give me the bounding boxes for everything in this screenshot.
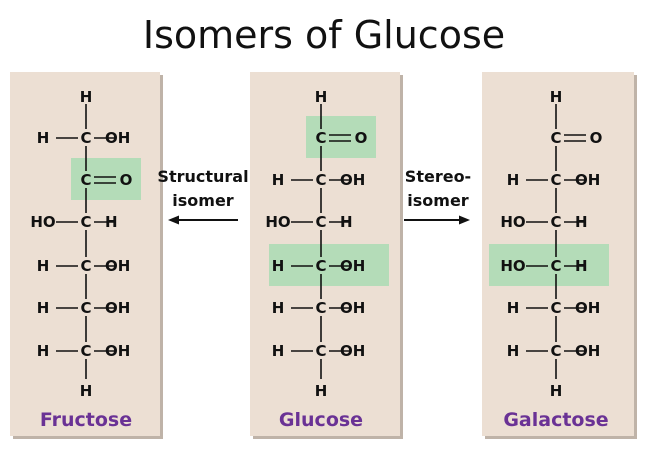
fructose-atom-top-h: H bbox=[80, 88, 93, 106]
galactose-atom-oxygen-0: O bbox=[590, 129, 603, 147]
glucose-carbon-5: C bbox=[315, 342, 326, 360]
glucose-atom-left-3: H bbox=[272, 257, 285, 275]
glucose-carbon-2: C bbox=[315, 213, 326, 231]
glucose-atom-right-1: OH bbox=[340, 171, 365, 189]
structural-arrow-label-1: isomer bbox=[172, 191, 234, 210]
fructose-carbon-3: C bbox=[80, 257, 91, 275]
fructose-atom-right-4: OH bbox=[105, 299, 130, 317]
galactose-atom-right-1: OH bbox=[575, 171, 600, 189]
galactose-carbon-4: C bbox=[550, 299, 561, 317]
fructose-atom-left-2: HO bbox=[30, 213, 55, 231]
fructose-atom-right-5: OH bbox=[105, 342, 130, 360]
page-title: Isomers of Glucose bbox=[143, 13, 505, 57]
fructose-atom-right-2: H bbox=[105, 213, 118, 231]
stereo-arrow-label-0: Stereo- bbox=[405, 167, 471, 186]
glucose-carbon-0: C bbox=[315, 129, 326, 147]
glucose-carbon-3: C bbox=[315, 257, 326, 275]
fructose-atom-bottom-h: H bbox=[80, 382, 93, 400]
stereo-arrow-label-1: isomer bbox=[407, 191, 469, 210]
galactose-atom-right-3: H bbox=[575, 257, 588, 275]
glucose-atom-oxygen-0: O bbox=[355, 129, 368, 147]
galactose-carbon-2: C bbox=[550, 213, 561, 231]
galactose-atom-right-5: OH bbox=[575, 342, 600, 360]
fructose-name: Fructose bbox=[40, 409, 132, 431]
fructose-atom-left-3: H bbox=[37, 257, 50, 275]
glucose-highlight-0 bbox=[306, 116, 376, 158]
fructose-atom-right-3: OH bbox=[105, 257, 130, 275]
structural-arrow-label-0: Structural bbox=[157, 167, 248, 186]
fructose-atom-left-4: H bbox=[37, 299, 50, 317]
glucose-atom-right-5: OH bbox=[340, 342, 365, 360]
stereo-arrow-head bbox=[459, 215, 470, 225]
glucose-atom-right-3: OH bbox=[340, 257, 365, 275]
galactose-atom-left-4: H bbox=[507, 299, 520, 317]
glucose-carbon-4: C bbox=[315, 299, 326, 317]
fructose-atom-right-0: OH bbox=[105, 129, 130, 147]
fructose-highlight-1 bbox=[71, 158, 141, 200]
galactose-carbon-3: C bbox=[550, 257, 561, 275]
galactose-name: Galactose bbox=[503, 409, 608, 431]
galactose-carbon-1: C bbox=[550, 171, 561, 189]
structural-arrow-head bbox=[168, 215, 179, 225]
galactose-atom-top-h: H bbox=[550, 88, 563, 106]
fructose-atom-left-0: H bbox=[37, 129, 50, 147]
glucose-atom-bottom-h: H bbox=[315, 382, 328, 400]
fructose-carbon-2: C bbox=[80, 213, 91, 231]
glucose-atom-top-h: H bbox=[315, 88, 328, 106]
glucose-atom-left-5: H bbox=[272, 342, 285, 360]
glucose-highlight-3 bbox=[269, 244, 389, 286]
galactose-atom-left-3: HO bbox=[500, 257, 525, 275]
glucose-atom-left-4: H bbox=[272, 299, 285, 317]
glucose-name: Glucose bbox=[279, 409, 363, 431]
glucose-atom-left-2: HO bbox=[265, 213, 290, 231]
fructose-carbon-4: C bbox=[80, 299, 91, 317]
glucose-atom-right-2: H bbox=[340, 213, 353, 231]
galactose-atom-left-1: H bbox=[507, 171, 520, 189]
galactose-highlight-3 bbox=[489, 244, 609, 286]
fructose-panel-background bbox=[10, 72, 160, 436]
fructose-carbon-1: C bbox=[80, 171, 91, 189]
galactose-atom-right-4: OH bbox=[575, 299, 600, 317]
fructose-carbon-0: C bbox=[80, 129, 91, 147]
galactose-atom-left-5: H bbox=[507, 342, 520, 360]
fructose-atom-left-5: H bbox=[37, 342, 50, 360]
galactose-atom-right-2: H bbox=[575, 213, 588, 231]
fructose-carbon-5: C bbox=[80, 342, 91, 360]
glucose-atom-left-1: H bbox=[272, 171, 285, 189]
stereo-arrow-group: Stereo-isomer bbox=[404, 167, 471, 225]
galactose-carbon-0: C bbox=[550, 129, 561, 147]
glucose-carbon-1: C bbox=[315, 171, 326, 189]
galactose-carbon-5: C bbox=[550, 342, 561, 360]
galactose-atom-left-2: HO bbox=[500, 213, 525, 231]
glucose-atom-right-4: OH bbox=[340, 299, 365, 317]
fructose-atom-oxygen-1: O bbox=[120, 171, 133, 189]
structural-arrow-group: Structural isomer bbox=[157, 167, 249, 225]
galactose-atom-bottom-h: H bbox=[550, 382, 563, 400]
